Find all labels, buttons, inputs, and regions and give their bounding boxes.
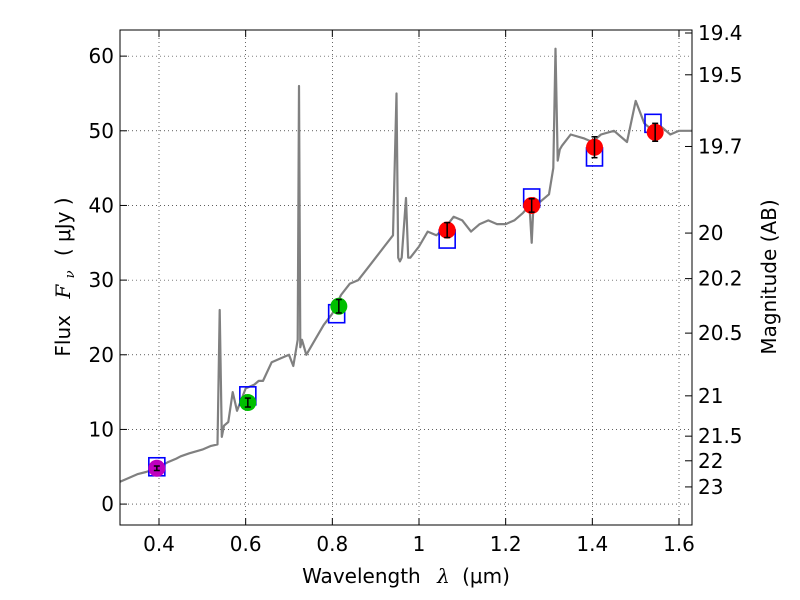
- spectrum-layer: [119, 47, 692, 483]
- x-axis-label-text: Wavelength: [302, 564, 421, 588]
- spectrum-line: [119, 47, 692, 483]
- grid-lines: [120, 30, 692, 525]
- y-tick-label: 20: [89, 343, 114, 367]
- x-axis-ticks: 0.4 0.6 0.8 1 1.2 1.4 1.6: [143, 30, 695, 556]
- y-axis-label: Flux F ν ( μJy ): [51, 197, 79, 356]
- x-axis-label: Wavelength λ (μm): [302, 564, 510, 588]
- x-tick-label: 1: [413, 532, 426, 556]
- plot-frame: [119, 29, 693, 526]
- y-tick-label: 50: [89, 119, 114, 143]
- y2-axis-label: Magnitude (AB): [757, 199, 781, 354]
- x-tick-label: 1.2: [490, 532, 522, 556]
- x-tick-label: 1.4: [576, 532, 608, 556]
- y-tick-label: 60: [89, 44, 114, 68]
- x-tick-label: 0.4: [143, 532, 175, 556]
- y2-tick-label: 19.4: [698, 21, 743, 45]
- observed-photometry-layer: [148, 122, 664, 477]
- y-axis-subscript: ν: [63, 270, 78, 278]
- y-tick-label: 10: [89, 417, 114, 441]
- x-axis-unit: (μm): [462, 564, 510, 588]
- y-axis-unit: ( μJy ): [51, 197, 75, 256]
- y2-tick-label: 20.5: [698, 321, 743, 345]
- y-tick-label: 40: [89, 193, 114, 217]
- y2-tick-label: 21: [698, 384, 723, 408]
- y2-tick-label: 19.7: [698, 134, 743, 158]
- x-tick-label: 0.8: [316, 532, 348, 556]
- y2-tick-label: 19.5: [698, 63, 743, 87]
- y2-tick-label: 23: [698, 475, 723, 499]
- y-tick-label: 0: [101, 492, 114, 516]
- y-axis-symbol: F: [51, 284, 75, 300]
- y2-tick-label: 20.2: [698, 267, 743, 291]
- y2-tick-label: 21.5: [698, 424, 743, 448]
- y2-tick-label: 22: [698, 449, 723, 473]
- y-axis-label-text: Flux: [51, 315, 75, 357]
- x-tick-label: 1.6: [663, 532, 695, 556]
- y-axis-ticks: 0 10 20 30 40 50 60: [89, 44, 127, 516]
- y-tick-label: 30: [89, 268, 114, 292]
- y2-tick-label: 20: [698, 221, 723, 245]
- x-axis-symbol: λ: [436, 564, 450, 588]
- x-tick-label: 0.6: [230, 532, 262, 556]
- model-photometry-layer: [148, 113, 662, 477]
